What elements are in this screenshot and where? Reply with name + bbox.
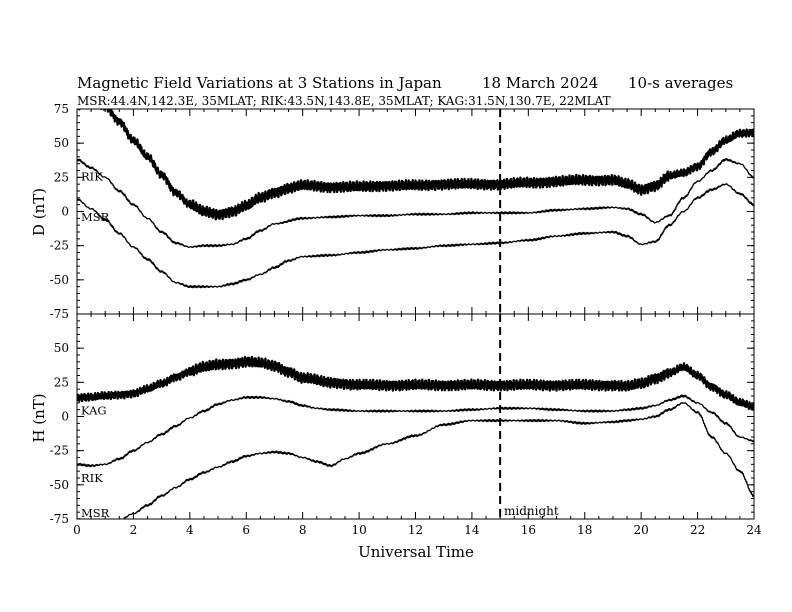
y-tick-label: -50 <box>50 273 69 287</box>
station-coordinates: MSR:44.4N,142.3E, 35MLAT; RIK:43.5N,143.… <box>77 94 611 108</box>
y-tick-label: 25 <box>54 375 69 389</box>
x-tick-label: 0 <box>73 523 81 537</box>
y-tick-label: -75 <box>50 307 69 321</box>
x-tick-label: 22 <box>690 523 705 537</box>
series-line-msr <box>77 402 754 519</box>
y-tick-label: -25 <box>50 239 69 253</box>
chart-title: Magnetic Field Variations at 3 Stations … <box>77 74 442 92</box>
chart-averaging: 10-s averages <box>628 74 733 92</box>
x-tick-label: 6 <box>242 523 250 537</box>
bottom-y-axis-label: H (nT) <box>30 393 48 442</box>
y-tick-label: -50 <box>50 478 69 492</box>
series-label-rik: RIK <box>81 170 103 184</box>
y-tick-label: 0 <box>61 410 69 424</box>
series-line-msr <box>77 183 754 289</box>
series-line-rik <box>77 394 754 468</box>
y-tick-label: 75 <box>54 102 69 116</box>
series-line-rik <box>77 157 754 249</box>
chart-date: 18 March 2024 <box>482 74 598 92</box>
x-tick-label: 20 <box>634 523 649 537</box>
y-tick-label: 50 <box>54 136 69 150</box>
x-tick-label: 8 <box>299 523 307 537</box>
series-line-kag <box>77 109 754 221</box>
y-tick-label: -25 <box>50 444 69 458</box>
top-y-axis-label: D (nT) <box>30 188 48 236</box>
midnight-label: midnight <box>504 504 559 518</box>
series-line-kag <box>77 355 754 411</box>
x-tick-label: 2 <box>130 523 138 537</box>
x-tick-label: 18 <box>577 523 592 537</box>
series-label-kag: KAG <box>81 403 107 417</box>
x-tick-label: 14 <box>464 523 480 537</box>
x-tick-label: 12 <box>408 523 423 537</box>
series-label-msr: MSR <box>81 506 110 520</box>
x-tick-label: 24 <box>746 523 762 537</box>
y-tick-label: 50 <box>54 341 69 355</box>
x-tick-label: 4 <box>186 523 194 537</box>
y-tick-label: -75 <box>50 512 69 526</box>
x-axis-label: Universal Time <box>358 543 474 561</box>
x-tick-label: 16 <box>521 523 536 537</box>
x-tick-label: 10 <box>351 523 366 537</box>
y-tick-label: 0 <box>61 205 69 219</box>
series-label-msr: MSR <box>81 210 110 224</box>
y-tick-label: 25 <box>54 170 69 184</box>
series-label-rik: RIK <box>81 471 103 485</box>
